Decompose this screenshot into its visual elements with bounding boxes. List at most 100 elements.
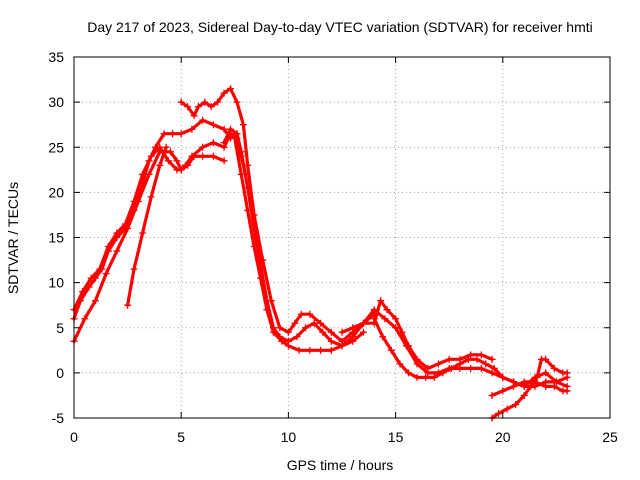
series-band-arc-7 — [233, 136, 569, 388]
data-point — [413, 373, 421, 381]
data-point — [102, 270, 110, 278]
data-point — [295, 346, 303, 354]
chart-title: Day 217 of 2023, Sidereal Day-to-day VTE… — [87, 19, 593, 35]
data-point — [156, 143, 164, 151]
data-point — [113, 229, 121, 237]
data-point — [237, 170, 245, 178]
data-point — [338, 342, 346, 350]
series-arc-7 — [231, 134, 571, 390]
data-point — [227, 125, 235, 133]
data-point — [349, 333, 357, 341]
data-point — [220, 125, 228, 133]
data-point — [327, 346, 335, 354]
data-point — [227, 85, 235, 93]
data-point — [527, 382, 535, 390]
data-point — [503, 405, 511, 413]
data-point — [306, 346, 314, 354]
data-point — [147, 193, 155, 201]
data-point — [464, 355, 472, 363]
series-band-arc-5 — [179, 86, 376, 343]
series-arc-5 — [177, 85, 378, 345]
data-point — [370, 315, 378, 323]
data-point — [233, 130, 241, 138]
data-point — [439, 369, 447, 377]
data-point — [239, 121, 247, 129]
data-point — [310, 319, 318, 327]
data-point — [392, 315, 400, 323]
data-point — [284, 328, 292, 336]
data-point — [220, 157, 228, 165]
data-point — [467, 364, 475, 372]
y-tick-label: 5 — [56, 320, 64, 336]
data-point — [297, 310, 305, 318]
data-point — [327, 328, 335, 336]
data-point — [139, 170, 147, 178]
data-point — [162, 143, 170, 151]
data-point — [499, 387, 507, 395]
data-point — [244, 206, 252, 214]
x-tick-label: 10 — [281, 429, 297, 445]
data-point — [495, 409, 503, 417]
data-point — [166, 148, 174, 156]
y-tick-label: -5 — [52, 410, 65, 426]
data-point — [563, 387, 571, 395]
data-point — [392, 324, 400, 332]
data-point — [276, 324, 284, 332]
series-band-arc-6 — [222, 127, 365, 348]
data-point — [383, 306, 391, 314]
x-tick-label: 5 — [177, 429, 185, 445]
grid-lines — [74, 57, 610, 418]
data-point — [257, 274, 265, 282]
data-point — [269, 328, 277, 336]
data-point — [550, 382, 558, 390]
y-tick-label: 30 — [48, 94, 64, 110]
series-arc-4 — [124, 143, 170, 309]
data-point — [404, 342, 412, 350]
data-point — [91, 297, 99, 305]
data-point — [263, 306, 271, 314]
data-point — [317, 346, 325, 354]
data-point — [194, 103, 202, 111]
data-point — [130, 197, 138, 205]
data-point — [104, 243, 112, 251]
data-point — [338, 328, 346, 336]
data-point — [121, 220, 129, 228]
data-point — [447, 364, 455, 372]
x-axis-title: GPS time / hours — [287, 457, 394, 473]
data-point — [542, 382, 550, 390]
x-tick-label: 15 — [388, 429, 404, 445]
data-point — [552, 378, 560, 386]
data-point — [124, 301, 132, 309]
data-point — [184, 103, 192, 111]
data-point — [160, 130, 168, 138]
data-point — [209, 121, 217, 129]
data-point — [550, 364, 558, 372]
data-point — [147, 152, 155, 160]
data-point — [190, 112, 198, 120]
data-point — [293, 333, 301, 341]
y-tick-label: 35 — [48, 49, 64, 65]
data-point — [199, 143, 207, 151]
data-point — [79, 288, 87, 296]
data-point — [199, 116, 207, 124]
data-point — [477, 351, 485, 359]
data-point — [220, 89, 228, 97]
data-point — [398, 328, 406, 336]
series-arc-1 — [70, 148, 228, 345]
data-point — [81, 315, 89, 323]
data-point — [177, 166, 185, 174]
data-point — [445, 355, 453, 363]
data-point — [201, 98, 209, 106]
data-point — [220, 139, 228, 147]
x-tick-label: 0 — [70, 429, 78, 445]
data-point — [156, 161, 164, 169]
data-point — [396, 360, 404, 368]
data-point — [188, 152, 196, 160]
data-point — [302, 324, 310, 332]
data-point — [490, 364, 498, 372]
data-point — [488, 369, 496, 377]
series-band-arc-2 — [72, 118, 239, 321]
data-point — [188, 125, 196, 133]
data-point — [87, 274, 95, 282]
